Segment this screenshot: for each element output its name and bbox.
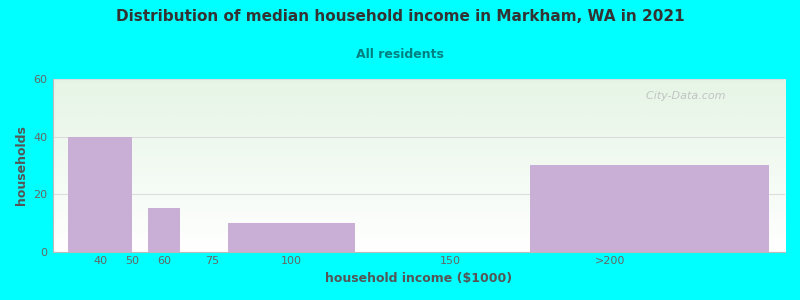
Bar	[530, 165, 769, 252]
Bar	[228, 223, 355, 252]
Text: All residents: All residents	[356, 48, 444, 61]
Text: City-Data.com: City-Data.com	[638, 91, 725, 101]
Text: Distribution of median household income in Markham, WA in 2021: Distribution of median household income …	[116, 9, 684, 24]
Bar	[148, 208, 180, 252]
Bar	[69, 136, 132, 252]
Y-axis label: households: households	[15, 125, 28, 205]
X-axis label: household income ($1000): household income ($1000)	[326, 272, 512, 285]
